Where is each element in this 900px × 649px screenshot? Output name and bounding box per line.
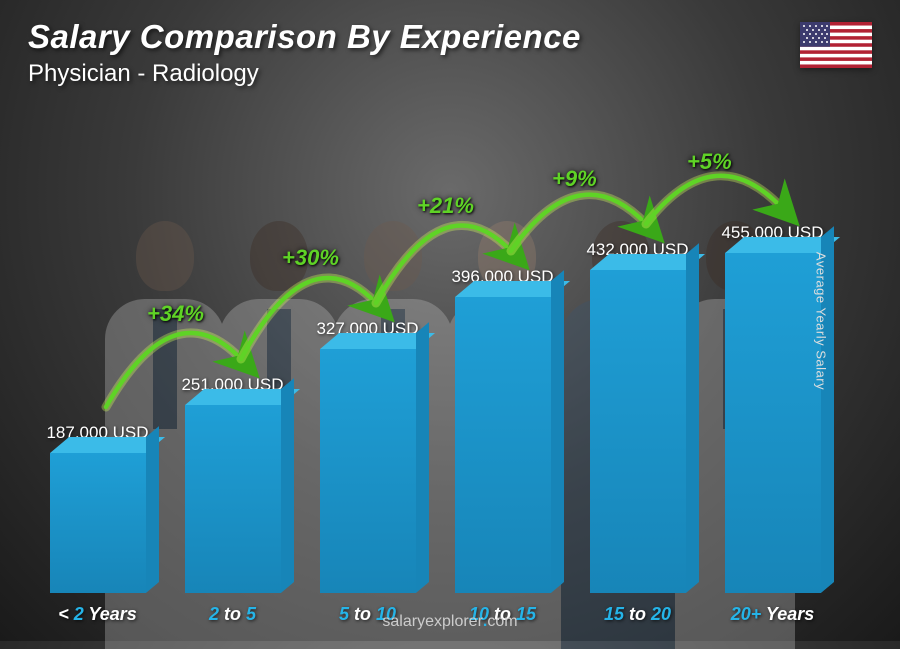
bar xyxy=(50,453,146,593)
bar-group: 432,000 USD15 to 20 xyxy=(570,110,705,593)
bar xyxy=(455,297,551,593)
salary-bar-chart: 187,000 USD< 2 Years251,000 USD2 to 5327… xyxy=(30,110,840,593)
chart-subtitle: Physician - Radiology xyxy=(28,60,581,88)
bar-group: 187,000 USD< 2 Years xyxy=(30,110,165,593)
header: Salary Comparison By Experience Physicia… xyxy=(28,18,581,88)
bar-group: 396,000 USD10 to 15 xyxy=(435,110,570,593)
bar-group: 327,000 USD5 to 10 xyxy=(300,110,435,593)
us-flag-icon xyxy=(800,22,872,68)
footer-domain: salaryexplorer xyxy=(382,613,482,630)
bar-group: 251,000 USD2 to 5 xyxy=(165,110,300,593)
bar xyxy=(185,405,281,593)
footer-tld: com xyxy=(487,613,517,630)
bar xyxy=(320,349,416,593)
chart-title: Salary Comparison By Experience xyxy=(28,18,581,56)
footer-attribution: salaryexplorer.com xyxy=(0,613,900,631)
bar xyxy=(590,270,686,593)
bar xyxy=(725,253,821,593)
y-axis-label: Average Yearly Salary xyxy=(813,251,828,389)
